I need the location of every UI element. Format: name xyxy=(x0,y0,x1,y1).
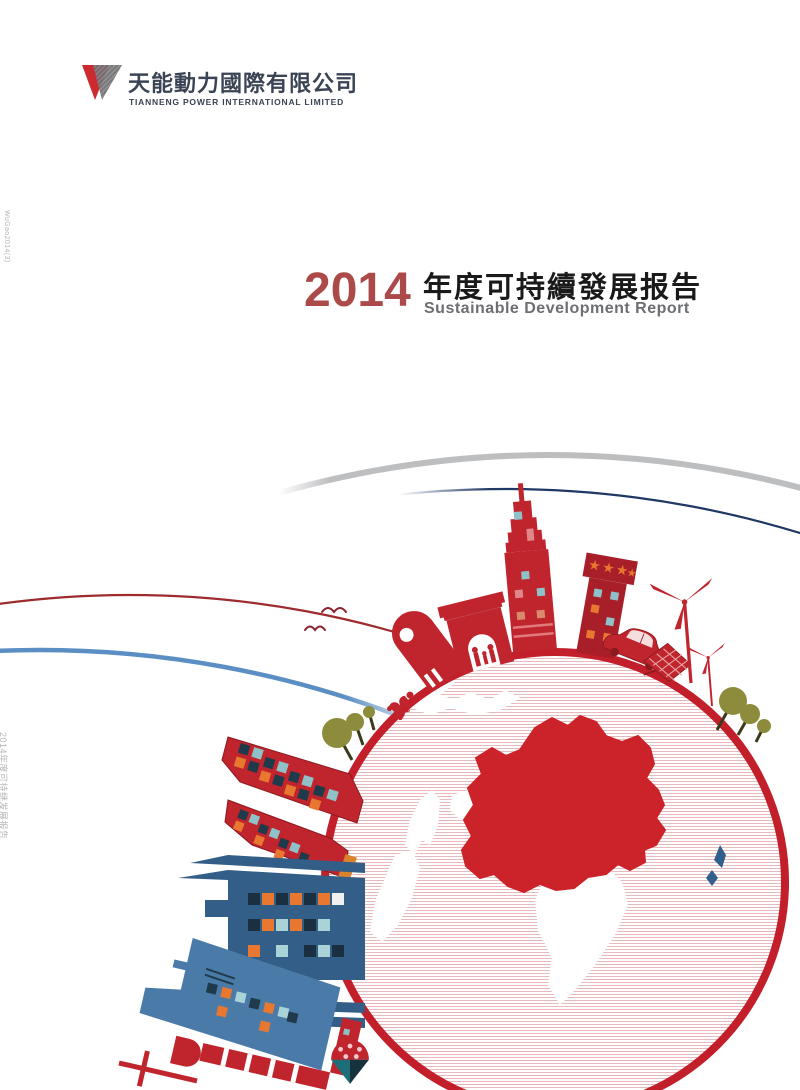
svg-text:★: ★ xyxy=(626,567,638,581)
